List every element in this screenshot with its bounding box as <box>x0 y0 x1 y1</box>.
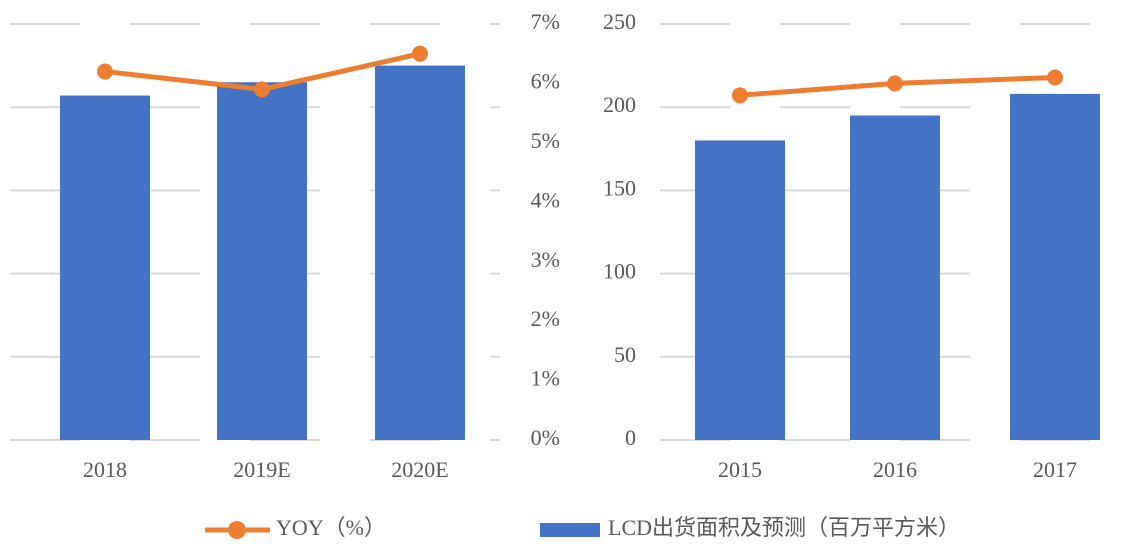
yoy-point <box>412 45 428 62</box>
y-tick-label: 250 <box>603 9 636 34</box>
bar <box>850 115 940 441</box>
x-tick-label: 2015 <box>718 457 762 482</box>
y2-tick-label: 3% <box>531 247 560 272</box>
yoy-point <box>887 75 903 92</box>
yoy-point <box>97 63 113 80</box>
legend-swatch <box>540 523 600 537</box>
x-tick-label: 2018 <box>83 457 127 482</box>
y2-tick-label: 4% <box>531 187 560 212</box>
bar <box>217 82 307 441</box>
y-tick-label: 50 <box>614 342 636 367</box>
y2-tick-label: 6% <box>531 68 560 93</box>
x-tick-label: 2017 <box>1033 457 1077 482</box>
yoy-point <box>1047 69 1063 86</box>
yoy-point <box>254 81 270 98</box>
legend-label: YOY（%） <box>276 515 386 540</box>
yoy-point <box>732 87 748 104</box>
y2-tick-label: 7% <box>531 9 560 34</box>
y2-tick-label: 2% <box>531 306 560 331</box>
bar <box>695 140 785 441</box>
y-tick-label: 200 <box>603 92 636 117</box>
x-tick-label: 2016 <box>873 457 917 482</box>
bar <box>1010 93 1100 440</box>
x-tick-label: 2019E <box>233 457 290 482</box>
y-tick-label: 100 <box>603 259 636 284</box>
legend-marker <box>228 521 246 539</box>
y2-tick-label: 0% <box>531 425 560 450</box>
y2-tick-label: 1% <box>531 366 560 391</box>
legend-label: LCD出货面积及预测（百万平方米） <box>608 515 960 540</box>
bar <box>375 65 465 440</box>
y-tick-label: 0 <box>625 425 636 450</box>
y-tick-label: 150 <box>603 175 636 200</box>
y2-tick-label: 5% <box>531 128 560 153</box>
bar <box>60 95 150 440</box>
x-tick-label: 2020E <box>391 457 448 482</box>
